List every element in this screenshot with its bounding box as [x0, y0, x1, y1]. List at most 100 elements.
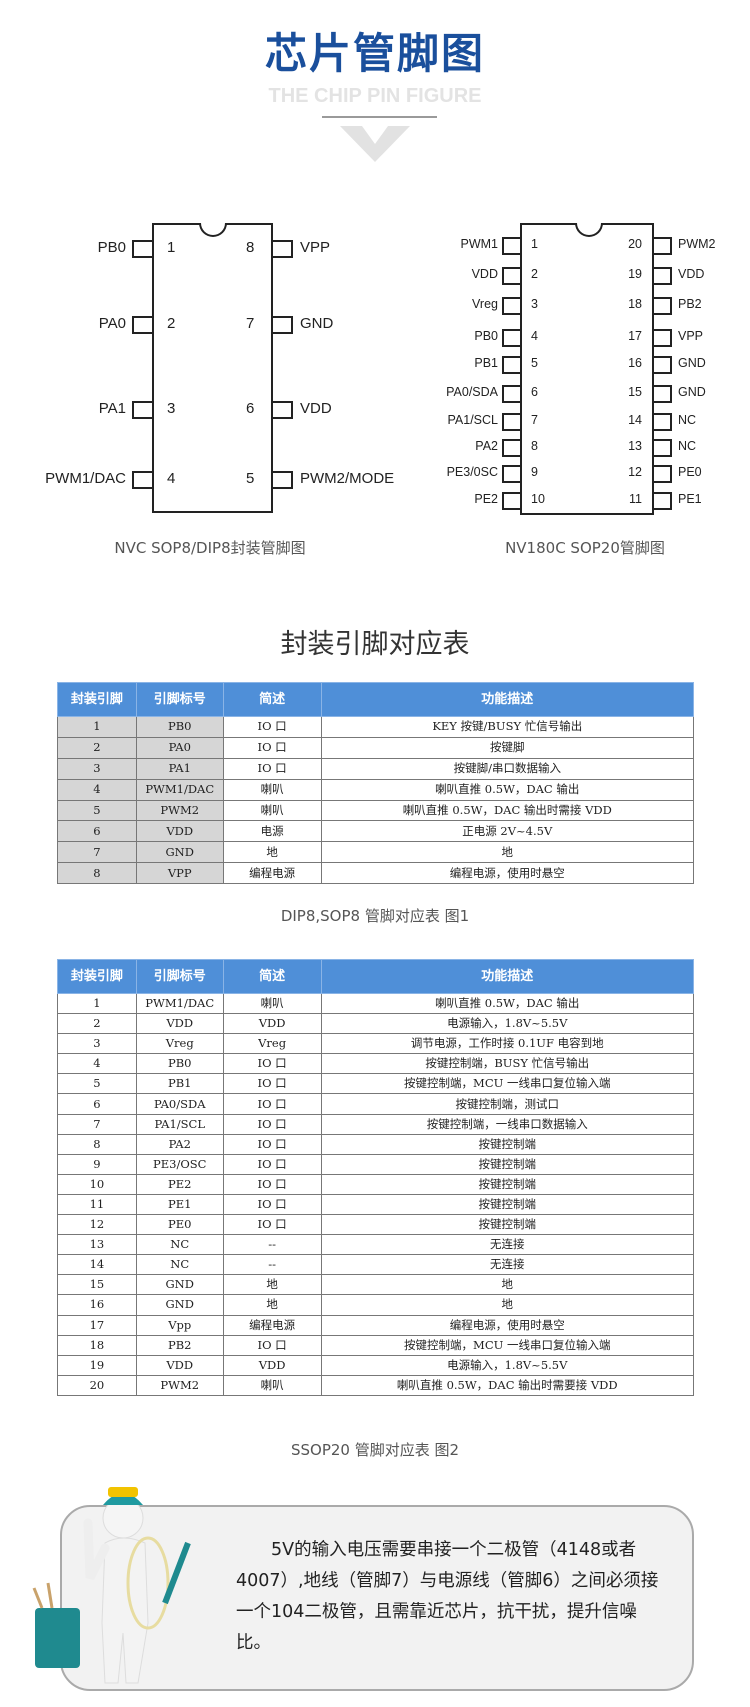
table-cell: 地	[320, 1294, 695, 1316]
table-cell: 按键控制端，测试口	[320, 1093, 695, 1115]
pin-pad	[271, 471, 293, 489]
pin-pad	[652, 237, 672, 255]
pin-number: 7	[531, 413, 538, 427]
table-header-row: 封装引脚 引脚标号 简述 功能描述	[57, 682, 695, 717]
table-cell: 14	[57, 1254, 137, 1276]
table-cell: 地	[222, 1294, 322, 1316]
pin-pad	[652, 267, 672, 285]
pin-label: PA1	[98, 400, 126, 417]
pin-label: PB2	[678, 297, 702, 311]
table-cell: 电源输入，1.8V~5.5V	[320, 1013, 695, 1035]
pin-pad	[652, 413, 672, 431]
table-cell: 编程电源	[222, 1314, 322, 1336]
table-row: 15 GND 地地	[57, 1274, 695, 1296]
pin-label: VDD	[300, 400, 332, 417]
table-cell: 3	[57, 1033, 137, 1055]
table-cell: VDD	[222, 1013, 322, 1035]
table-cell: 按键控制端	[320, 1193, 695, 1216]
table-cell: GND	[135, 1274, 224, 1296]
table-row: 11 PE1 IO 口按键控制端	[57, 1193, 695, 1216]
chip-notch	[199, 223, 227, 237]
table-cell: 12	[57, 1214, 137, 1236]
table-cell: 2	[57, 736, 137, 759]
pin-number: 2	[531, 267, 538, 281]
pin-number: 13	[628, 439, 642, 453]
section-title: 封装引脚对应表	[280, 629, 470, 660]
pin-number: 5	[246, 470, 255, 487]
page-subtitle: THE CHIP PIN FIGURE	[268, 85, 482, 107]
pin-number: 4	[167, 470, 176, 487]
table-cell: 地	[320, 1274, 695, 1296]
table-cell: 9	[57, 1153, 137, 1175]
table-row: 3 PA1 IO 口按键脚/串口数据输入	[57, 757, 695, 780]
table-cell: 7	[57, 841, 137, 864]
table-cell: 8	[57, 1133, 137, 1155]
table-cell: 1	[57, 992, 137, 1015]
pin-label: NC	[678, 413, 697, 427]
pin-pad	[271, 316, 293, 334]
pin-pad	[652, 356, 672, 374]
pin-pad	[652, 465, 672, 483]
table-cell: PE1	[135, 1193, 224, 1216]
pin-number: 20	[628, 237, 642, 251]
pin-number: 11	[629, 492, 642, 506]
pin-number: 6	[531, 385, 538, 399]
table-cell: IO 口	[222, 1214, 322, 1236]
table-cell: IO 口	[222, 1173, 322, 1195]
table-row: 8 PA2 IO 口按键控制端	[57, 1133, 695, 1155]
table-cell: 地	[320, 841, 695, 864]
table-cell: --	[222, 1254, 322, 1276]
pin-number: 12	[628, 465, 642, 479]
pin-label: GND	[678, 385, 706, 399]
pin-label: PB0	[97, 239, 126, 256]
table-cell: --	[222, 1234, 322, 1256]
table-row: 14 NC -- 无连接	[57, 1254, 695, 1276]
page-title: 芯片管脚图	[264, 29, 485, 78]
pin-table-sop20: 封装引脚 引脚标号 简述 功能描述 1 PWM1/DAC 喇叭 喇叭直推 0.5W，DAC 输…	[57, 959, 695, 1396]
table-cell: 7	[57, 1113, 137, 1135]
table-cell: PA0	[135, 736, 224, 759]
pin-label: PA1/SCL	[447, 413, 499, 427]
pin-number: 10	[531, 492, 545, 506]
table-row: 7 PA1/SCL IO 口按键控制端，一线串口数据输入	[57, 1113, 695, 1135]
table-cell: 6	[57, 820, 137, 843]
table1-caption: DIP8,SOP8 管脚对应表 图1	[280, 907, 470, 925]
table-header-row: 封装引脚 引脚标号 简述 功能描述	[57, 959, 695, 994]
chip-notch	[575, 223, 603, 237]
table-cell: PA2	[135, 1133, 224, 1155]
table-cell: 喇叭	[222, 799, 322, 822]
table-cell: VDD	[135, 1013, 224, 1035]
table-cell: 喇叭直推 0.5W，DAC 输出时需要接 VDD	[320, 1374, 695, 1396]
table-row: 2 VDD VDD 电源输入，1.8V~5.5V	[57, 1013, 695, 1035]
pin-label: PA0/SDA	[446, 385, 498, 399]
table-cell: 按键控制端	[320, 1133, 695, 1155]
pin-label: PWM1	[460, 237, 499, 251]
table-cell: Vpp	[135, 1314, 224, 1336]
table-cell: PWM2	[135, 799, 224, 822]
table-cell: GND	[135, 1294, 224, 1316]
pin-pad	[502, 297, 522, 315]
table-row: 9 PE3/OSC IO 口按键控制端	[57, 1153, 695, 1175]
table-row: 6 VDD 电源 正电源 2V~4.5V	[57, 820, 695, 843]
table-cell: 16	[57, 1294, 137, 1316]
table-cell: 按键控制端	[320, 1214, 695, 1236]
table-cell: 按键控制端，MCU 一线串口复位输入端	[320, 1334, 695, 1356]
pin-label: VDD	[678, 267, 705, 281]
table-cell: IO 口	[222, 1073, 322, 1095]
pin-number: 1	[167, 239, 176, 256]
table-cell: IO 口	[222, 1093, 322, 1115]
table-row: 13 NC -- 无连接	[57, 1234, 695, 1256]
table-cell: IO 口	[222, 1193, 322, 1216]
pin-number: 4	[531, 329, 538, 343]
pin-number: 18	[628, 297, 642, 311]
table-row: 1 PWM1/DAC 喇叭 喇叭直推 0.5W，DAC 输出	[57, 992, 695, 1015]
table-cell: 1	[57, 716, 137, 738]
table-row: 4 PB0 IO 口按键控制端，BUSY 忙信号输出	[57, 1053, 695, 1075]
pin-label: PB1	[474, 356, 498, 370]
table-cell: 编程电源	[222, 862, 322, 885]
table-cell: 2	[57, 1013, 137, 1035]
pin-pad	[132, 401, 154, 419]
pin-pad	[652, 329, 672, 347]
table-row: 19 VDD VDD 电源输入，1.8V~5.5V	[57, 1354, 695, 1376]
pin-number: 1	[531, 237, 538, 251]
